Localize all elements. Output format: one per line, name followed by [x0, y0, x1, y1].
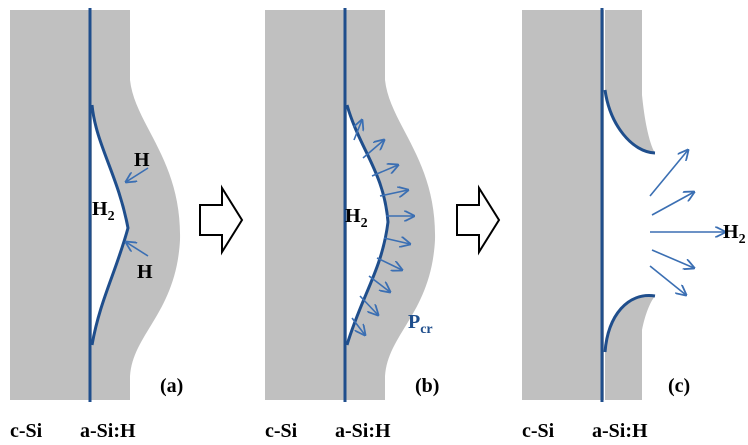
panel-a: H H2 H (a) c-Si a-Si:H	[10, 8, 183, 442]
annotation-text: P	[408, 311, 420, 333]
annotation: H2	[723, 221, 746, 247]
film	[602, 296, 655, 400]
layer-label: c-Si	[522, 420, 555, 442]
annotation-sub: 2	[361, 216, 368, 231]
annotation: H	[137, 261, 153, 283]
panel-c: H2 (c) c-Si a-Si:H	[522, 8, 746, 442]
annotation-text: H	[345, 205, 361, 227]
annotation: Pcr	[408, 311, 433, 337]
annotation-sub: 2	[108, 209, 115, 224]
layer-label: c-Si	[10, 420, 43, 442]
layer-label: c-Si	[265, 420, 298, 442]
layer-label: a-Si:H	[335, 420, 391, 442]
panel-label: (b)	[415, 375, 439, 397]
figure: H H2 H (a) c-Si a-Si:H H2 Pcr (b) c-Si a…	[0, 0, 748, 445]
step-arrow	[457, 188, 499, 252]
annotation-sub: 2	[739, 232, 746, 247]
panel-label: (c)	[668, 375, 690, 397]
escape-arrows	[650, 150, 725, 295]
panel-b: H2 Pcr (b) c-Si a-Si:H	[265, 8, 439, 442]
annotation-sub: cr	[420, 322, 432, 337]
layer-label: a-Si:H	[80, 420, 136, 442]
panel-label: (a)	[160, 375, 183, 397]
annotation-text: H	[723, 221, 739, 243]
film	[602, 10, 655, 153]
film	[522, 10, 604, 400]
layer-label: a-Si:H	[592, 420, 648, 442]
annotation-text: H	[92, 198, 108, 220]
annotation: H	[134, 149, 150, 171]
step-arrow	[200, 188, 242, 252]
